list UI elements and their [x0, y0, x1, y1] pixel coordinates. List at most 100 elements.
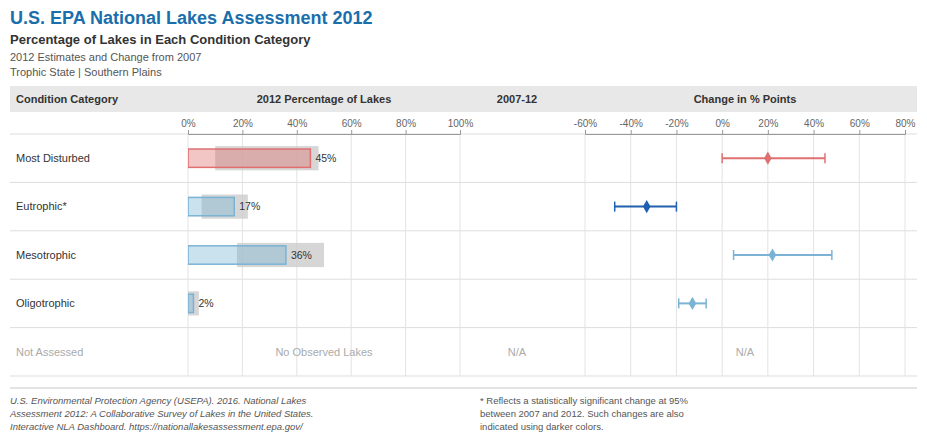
data-label: 17% — [239, 200, 260, 212]
tick: 80% — [895, 118, 915, 134]
tick-mark — [859, 130, 860, 134]
tick-label: 80% — [396, 118, 416, 129]
tick-label: 40% — [287, 118, 307, 129]
tick-label: 0% — [715, 118, 730, 129]
data-label: 36% — [291, 249, 312, 261]
plot-area — [615, 152, 832, 310]
confidence-band — [188, 291, 199, 315]
annotation: No Observed Lakes — [275, 346, 373, 358]
category-label: Mesotrophic — [16, 249, 76, 261]
tick-label: 0% — [181, 118, 196, 129]
tick: 80% — [396, 118, 416, 134]
footnote: * Reflects a statistically significant c… — [480, 395, 689, 432]
footer-rule — [10, 388, 917, 389]
tick-label: 40% — [804, 118, 824, 129]
tick: 0% — [181, 118, 196, 134]
tick: 20% — [758, 118, 778, 134]
footnote-line: * Reflects a statistically significant c… — [480, 395, 689, 406]
row-rule — [10, 279, 917, 280]
range-line — [734, 254, 832, 256]
title: U.S. EPA National Lakes Assessment 2012 — [10, 8, 373, 28]
grid-line — [460, 134, 461, 376]
tick: 0% — [715, 118, 730, 134]
tick-mark — [188, 130, 189, 134]
header-band — [10, 86, 917, 112]
annotation: N/A — [736, 346, 755, 358]
grid-line — [405, 134, 406, 376]
column-header: 2007-12 — [497, 93, 537, 105]
tick-mark — [460, 130, 461, 134]
tick-label: -60% — [574, 118, 597, 129]
tick: -20% — [665, 118, 688, 134]
tick: 40% — [287, 118, 307, 134]
row-rule — [10, 182, 917, 183]
tick-label: 60% — [342, 118, 362, 129]
tick: 60% — [342, 118, 362, 134]
column-header: Condition Category — [16, 93, 119, 105]
range-cap — [678, 298, 680, 308]
data-label: 45% — [315, 152, 336, 164]
category-label: Not Assessed — [16, 346, 83, 358]
subtitle: 2012 Estimates and Change from 2007 — [10, 51, 201, 63]
bar — [188, 246, 286, 264]
tick: 60% — [850, 118, 870, 134]
row-rule — [10, 376, 917, 377]
chart: U.S. EPA National Lakes Assessment 2012 P… — [0, 0, 927, 447]
tick-label: 20% — [233, 118, 253, 129]
column-header: Change in % Points — [694, 93, 797, 105]
grid-line — [676, 134, 677, 376]
range-cap — [831, 250, 833, 260]
tick-mark — [242, 130, 243, 134]
tick-label: 20% — [758, 118, 778, 129]
footnote-line: between 2007 and 2012. Such changes are … — [480, 408, 684, 419]
tick-label: 60% — [850, 118, 870, 129]
plot-area — [188, 146, 324, 315]
range-line — [722, 157, 825, 159]
x-axis: -60% -40% -20% 0% 20% 40% 60% 80% — [574, 118, 916, 135]
grid-line — [351, 134, 352, 376]
tick-mark — [351, 130, 352, 134]
axis-domain — [586, 130, 906, 135]
point — [643, 200, 651, 213]
tick: -40% — [620, 118, 643, 134]
footnote: U.S. Environmental Protection Agency (US… — [9, 395, 313, 432]
x-axis: 0% 20% 40% 60% 80% 100% — [181, 118, 473, 135]
footnote-line: Interactive NLA Dashboard. https://natio… — [10, 421, 304, 432]
footnote-line: U.S. Environmental Protection Agency (US… — [10, 395, 306, 406]
tick-label: -20% — [665, 118, 688, 129]
tick-mark — [297, 130, 298, 134]
subtitle: Percentage of Lakes in Each Condition Ca… — [10, 32, 311, 47]
column-header: 2012 Percentage of Lakes — [257, 93, 392, 105]
point — [764, 152, 772, 165]
axis-domain — [189, 130, 461, 135]
data-label: 2% — [198, 297, 213, 309]
footnote-line: Assessment 2012: A Collaborative Survey … — [9, 408, 313, 419]
tick-mark — [585, 130, 586, 134]
bar — [188, 197, 234, 215]
grid-line — [905, 134, 906, 376]
tick-mark — [676, 130, 677, 134]
tick: 40% — [804, 118, 824, 134]
category-label: Most Disturbed — [16, 152, 90, 164]
tick: -60% — [574, 118, 597, 134]
range-cap — [733, 250, 735, 260]
category-label: Eutrophic* — [16, 200, 67, 212]
tick-mark — [722, 130, 723, 134]
grid-line — [859, 134, 860, 376]
range-cap — [705, 298, 707, 308]
range-cap — [676, 202, 678, 212]
bar — [188, 294, 193, 312]
tick-mark — [631, 130, 632, 134]
row-rule — [10, 327, 917, 328]
footnote-line: indicated using darker colors. — [480, 421, 604, 432]
tick-label: 80% — [895, 118, 915, 129]
subtitle: Trophic State | Southern Plains — [10, 66, 162, 78]
tick: 100% — [448, 118, 474, 134]
tick-mark — [814, 130, 815, 134]
point — [689, 297, 697, 310]
tick-mark — [406, 130, 407, 134]
tick-mark — [905, 130, 906, 134]
grid-line — [630, 134, 631, 376]
point — [769, 248, 777, 261]
range-cap — [614, 202, 616, 212]
